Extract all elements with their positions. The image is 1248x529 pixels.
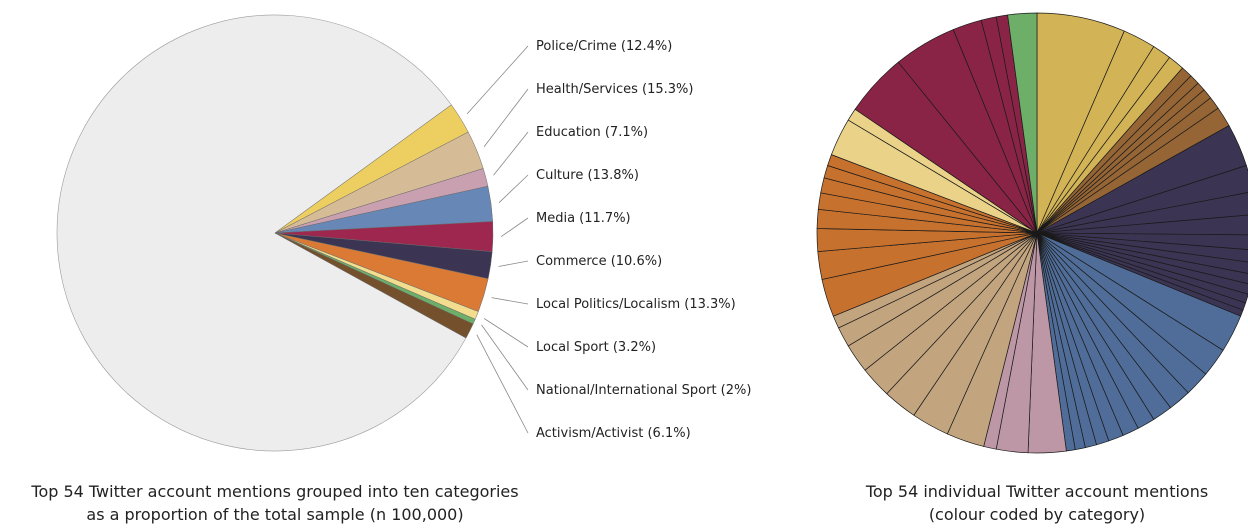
category-label-police-crime: Police/Crime (12.4%) xyxy=(536,39,672,54)
account-slice-commerce-12 xyxy=(1036,165,1248,234)
category-label-local-politics-localism: Local Politics/Localism (13.3%) xyxy=(536,297,736,312)
account-slice-national-international-sport-60 xyxy=(1007,12,1038,234)
right-caption-line-1: Top 54 individual Twitter account mentio… xyxy=(865,482,1208,501)
right-caption-line-2: (colour coded by category) xyxy=(929,505,1145,524)
category-label-culture: Culture (13.8%) xyxy=(536,168,639,183)
left-caption-line-1: Top 54 Twitter account mentions grouped … xyxy=(30,482,518,501)
leader-line-media xyxy=(500,217,529,238)
category-label-education: Education (7.1%) xyxy=(536,125,648,140)
category-label-local-sport: Local Sport (3.2%) xyxy=(536,340,656,355)
category-pie-chart xyxy=(56,14,494,452)
leader-line-local-sport xyxy=(483,318,529,348)
leader-line-local-politics-localism xyxy=(491,297,529,305)
account-slice-commerce-13 xyxy=(1036,192,1248,234)
leader-line-police-crime xyxy=(466,45,529,115)
category-label-group: Police/Crime (12.4%) Health/Services (15.… xyxy=(466,39,751,441)
leader-line-education xyxy=(493,131,529,176)
category-label-activism-activist: Activism/Activist (6.1%) xyxy=(536,426,691,441)
category-label-national-international-sport: National/International Sport (2%) xyxy=(536,383,751,398)
category-label-media: Media (11.7%) xyxy=(536,211,631,226)
category-label-health-services: Health/Services (15.3%) xyxy=(536,82,693,97)
leader-line-culture xyxy=(498,174,529,203)
account-slice-commerce-14 xyxy=(1036,214,1248,236)
leader-line-health-services xyxy=(483,88,529,148)
left-caption-line-2: as a proportion of the total sample (n 1… xyxy=(86,505,463,524)
remainder-slice xyxy=(56,14,467,452)
category-slice-activism-activist xyxy=(274,232,474,339)
leader-line-activism-activist xyxy=(476,334,529,434)
leader-line-national-international-sport xyxy=(481,324,529,391)
leader-line-commerce xyxy=(498,260,529,267)
account-pie-chart xyxy=(816,12,1248,454)
category-label-commerce: Commerce (10.6%) xyxy=(536,254,662,269)
